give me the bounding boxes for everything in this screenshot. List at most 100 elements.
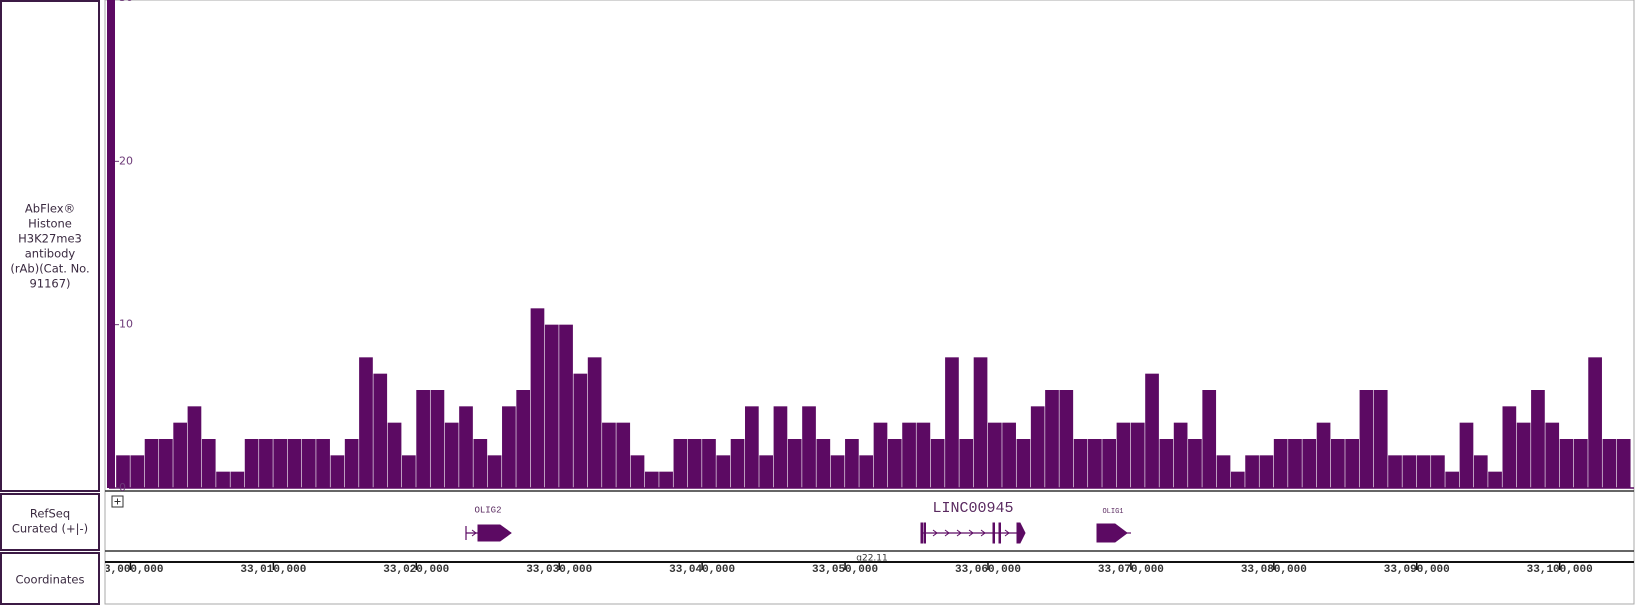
gene-exon <box>477 524 512 542</box>
y-axis-bar <box>107 0 115 488</box>
signal-bar <box>316 439 330 488</box>
signal-bar <box>1216 455 1231 488</box>
signal-bar <box>1602 439 1617 488</box>
signal-bar <box>444 422 459 488</box>
x-tick-label: 33,070,000 <box>1098 564 1164 576</box>
signal-bar <box>745 406 759 488</box>
track-label-line: Curated (+|-) <box>12 522 88 536</box>
signal-bar <box>1559 439 1574 488</box>
signal-bar <box>359 357 373 488</box>
gene-models <box>465 522 1131 544</box>
gene-exon <box>1096 523 1128 543</box>
signal-bar <box>1059 390 1074 488</box>
signal-bar <box>130 455 145 488</box>
x-tick-label: 33,000,000 <box>97 564 163 576</box>
signal-bar <box>1316 422 1331 488</box>
plot-area: 33,000,000 33,010,000 33,020,000 33,030,000… <box>97 308 1634 576</box>
signal-bar <box>930 439 945 488</box>
signal-bar <box>1359 390 1374 488</box>
signal-bar <box>487 455 502 488</box>
signal-bar <box>1230 471 1245 488</box>
signal-bar <box>1388 455 1402 488</box>
signal-bar <box>845 439 859 488</box>
signal-bar <box>687 439 702 488</box>
signal-bar <box>1402 455 1417 488</box>
signal-bar <box>1459 422 1474 488</box>
signal-bar <box>473 439 488 488</box>
signal-bar <box>902 422 916 488</box>
gene-label[interactable]: OLIG1 <box>1102 508 1123 516</box>
signal-bar <box>1488 471 1502 488</box>
y-tick-label: 20 <box>119 154 133 167</box>
signal-bar <box>787 439 802 488</box>
x-tick-label: 33,020,000 <box>383 564 449 576</box>
signal-bar <box>1188 439 1202 488</box>
signal-bar <box>616 422 631 488</box>
signal-bar <box>1531 390 1545 488</box>
x-tick-label: 33,060,000 <box>955 564 1021 576</box>
signal-bar <box>1345 439 1359 488</box>
gene-label[interactable]: LINC00945 <box>932 500 1013 517</box>
signal-bar <box>1473 455 1488 488</box>
x-tick-label: 33,080,000 <box>1241 564 1307 576</box>
track-label-line: (rAb)(Cat. No. <box>10 262 89 276</box>
signal-bar <box>573 373 588 488</box>
signal-bar <box>259 439 273 488</box>
track-label-line: AbFlex® <box>25 202 75 216</box>
signal-bar <box>1416 455 1431 488</box>
gene-label[interactable]: OLIG2 <box>474 505 501 515</box>
signal-bar <box>187 406 202 488</box>
signal-bar <box>530 308 545 488</box>
signal-bar <box>1516 422 1531 488</box>
signal-bar <box>1302 439 1317 488</box>
signal-bar <box>959 439 974 488</box>
gene-exon <box>992 522 995 544</box>
signal-bar <box>1573 439 1588 488</box>
signal-bar <box>802 406 816 488</box>
track-label: Coordinates <box>15 573 84 587</box>
y-tick-label: 30 <box>119 0 133 4</box>
signal-bar <box>1030 406 1045 488</box>
signal-bar <box>1273 439 1288 488</box>
signal-bar <box>502 406 516 488</box>
signal-bar <box>344 439 359 488</box>
signal-bar <box>1173 422 1188 488</box>
signal-bar <box>659 471 673 488</box>
signal-bar <box>373 373 388 488</box>
signal-bar <box>1245 455 1259 488</box>
track-frame <box>104 0 1635 605</box>
signal-bar <box>287 439 302 488</box>
signal-bar <box>887 439 902 488</box>
signal-bar <box>1373 390 1388 488</box>
x-tick-label: 33,090,000 <box>1384 564 1450 576</box>
signal-bar <box>773 406 788 488</box>
signal-bar <box>1545 422 1560 488</box>
signal-bar <box>730 439 745 488</box>
signal-bar <box>1431 455 1445 488</box>
signal-bar <box>1288 439 1302 488</box>
signal-bar <box>230 471 245 488</box>
signal-bar <box>716 455 731 488</box>
signal-bar <box>216 471 230 488</box>
signal-bar <box>459 406 473 488</box>
signal-bar <box>244 439 259 488</box>
signal-bar <box>859 455 874 488</box>
signal-bar <box>602 422 616 488</box>
signal-bar <box>401 455 416 488</box>
signal-bar <box>702 439 716 488</box>
signal-bar <box>330 455 345 488</box>
label-box <box>0 552 100 605</box>
track-label-line: RefSeq <box>30 507 70 521</box>
signal-bar <box>430 390 445 488</box>
signal-bar <box>673 439 688 488</box>
signal-bar <box>1002 422 1016 488</box>
track-label: AbFlex®HistoneH3K27me3antibody(rAb)(Cat.… <box>10 202 89 291</box>
signal-bar <box>1102 439 1117 488</box>
signal-bar <box>973 357 988 488</box>
signal-bar <box>916 422 931 488</box>
y-tick-label: 0 <box>119 481 126 494</box>
signal-bar <box>159 439 173 488</box>
gene-exon <box>998 522 1001 544</box>
signal-bar <box>1073 439 1088 488</box>
